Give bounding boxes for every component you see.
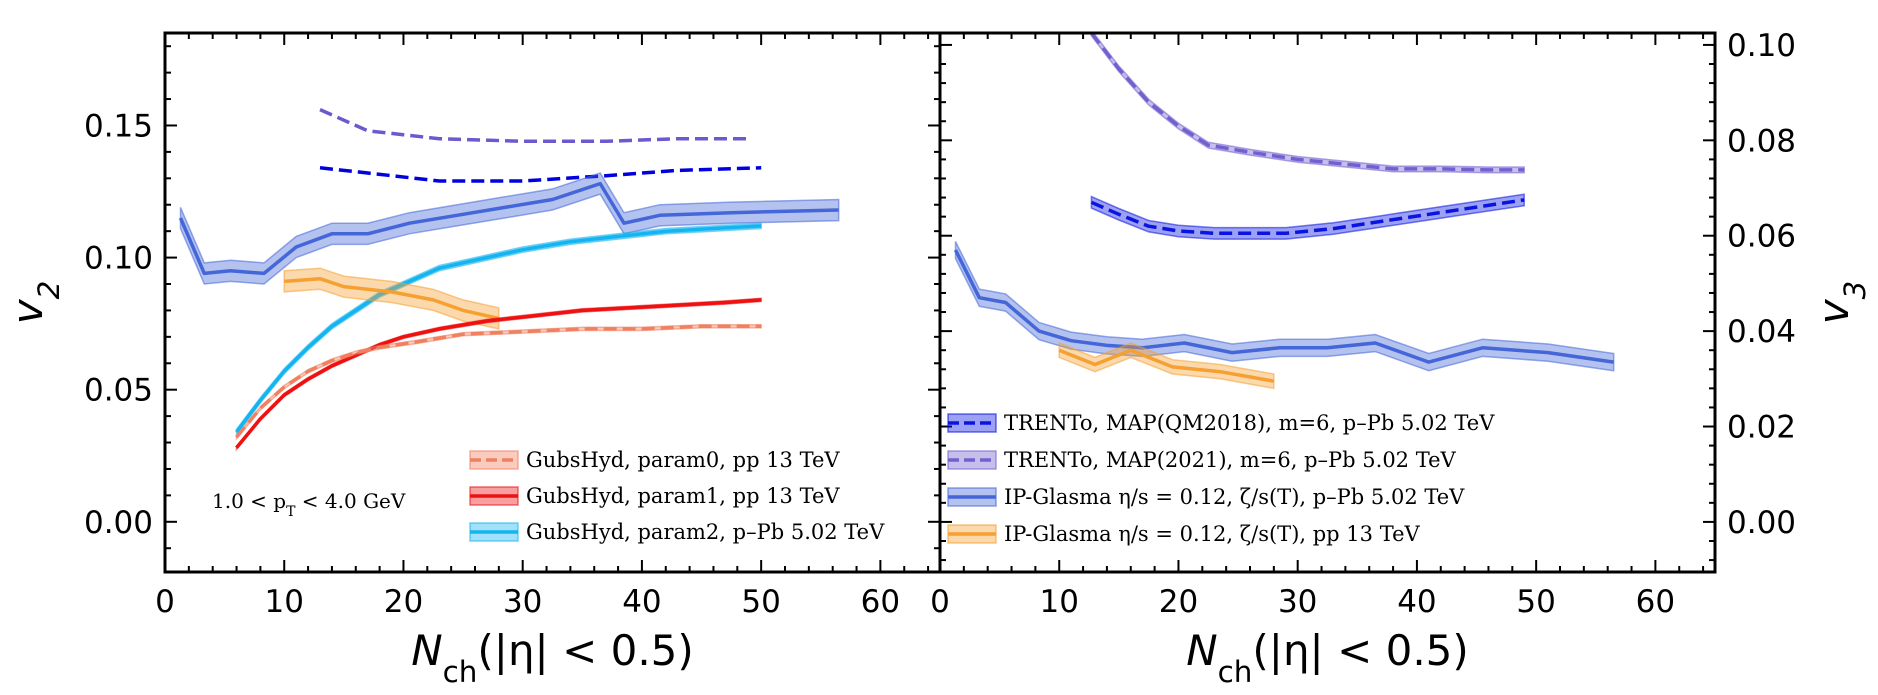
kinematic-annotation: 1.0 < pT < 4.0 GeV <box>212 489 406 520</box>
x-tick-label: 10 <box>265 584 304 620</box>
x-tick-label: 60 <box>861 584 900 620</box>
y-tick-label: 0.04 <box>1727 314 1796 350</box>
x-tick-label: 40 <box>1397 584 1436 620</box>
legend-item: IP-Glasma η/s = 0.12, ζ/s(T), pp 13 TeV <box>947 522 1420 546</box>
legend-item: TRENTo, MAP(2021), m=6, p–Pb 5.02 TeV <box>947 448 1457 472</box>
x-tick-label: 60 <box>1636 584 1675 620</box>
left-panel: 0 10 20 30 40 50 60 0.00 0.05 0.10 0.15 Nch(|η| < 0… <box>3 31 942 689</box>
x-tick-label: 10 <box>1040 584 1079 620</box>
series-line-1 <box>319 166 762 183</box>
legend-item: TRENTo, MAP(QM2018), m=6, p–Pb 5.02 TeV <box>947 411 1495 435</box>
series-line-3 <box>1058 348 1275 383</box>
x-tick-label: 0 <box>155 584 175 620</box>
x-tick-label: 30 <box>1278 584 1317 620</box>
y-tick-label: 0.10 <box>1727 28 1796 64</box>
x-tick-label: 50 <box>1516 584 1555 620</box>
legend-label: TRENTo, MAP(QM2018), m=6, p–Pb 5.02 TeV <box>1004 411 1495 435</box>
series-2 <box>953 241 1615 372</box>
series-line-5 <box>235 298 762 449</box>
right-panel: 0 10 20 30 40 50 60 0.00 0.02 0.04 0.06 0.08 0.10 Nch… <box>930 28 1872 689</box>
series-band-3 <box>235 222 762 437</box>
legend-item: GubsHyd, param2, p–Pb 5.02 TeV <box>469 520 885 544</box>
legend-item: GubsHyd, param0, pp 13 TeV <box>469 448 840 472</box>
series-line-0 <box>319 108 750 144</box>
legend: TRENTo, MAP(QM2018), m=6, p–Pb 5.02 TeV T… <box>947 411 1495 546</box>
y-ticks: 0.00 0.05 0.10 0.15 <box>84 45 940 550</box>
y-tick-label: 0.00 <box>1727 505 1796 541</box>
y-tick-label: 0.00 <box>84 505 153 541</box>
x-ticks: 0 10 20 30 40 50 60 <box>930 33 1705 620</box>
x-tick-label: 20 <box>1159 584 1198 620</box>
plot-area <box>178 108 840 452</box>
x-tick-label: 0 <box>930 584 950 620</box>
x-tick-label: 40 <box>622 584 661 620</box>
y-axis-title: v3 <box>1809 281 1872 325</box>
x-tick-label: 30 <box>503 584 542 620</box>
legend-label: TRENTo, MAP(2021), m=6, p–Pb 5.02 TeV <box>1004 448 1457 472</box>
legend-label: IP-Glasma η/s = 0.12, ζ/s(T), p–Pb 5.02 … <box>1004 485 1465 509</box>
legend-label: GubsHyd, param2, p–Pb 5.02 TeV <box>526 520 885 544</box>
y-tick-label: 0.06 <box>1727 219 1796 255</box>
axes-frame <box>938 31 1717 574</box>
x-axis-title: Nch(|η| < 0.5) <box>411 626 694 689</box>
legend: GubsHyd, param0, pp 13 TeV GubsHyd, param… <box>469 448 885 544</box>
y-axis-title: v2 <box>3 281 66 325</box>
legend-item: GubsHyd, param1, pp 13 TeV <box>469 484 840 508</box>
y-tick-label: 0.08 <box>1727 123 1796 159</box>
series-line-6 <box>235 324 762 439</box>
legend-item: IP-Glasma η/s = 0.12, ζ/s(T), p–Pb 5.02 … <box>947 485 1465 509</box>
series-line-0 <box>1090 33 1525 172</box>
y-tick-label: 0.15 <box>84 108 153 144</box>
x-tick-label: 50 <box>741 584 780 620</box>
series-band-0 <box>1090 33 1525 174</box>
series-line-1 <box>1090 198 1525 236</box>
series-4 <box>283 267 500 330</box>
y-tick-label: 0.02 <box>1727 410 1796 446</box>
x-ticks: 0 10 20 30 40 50 60 <box>155 33 930 620</box>
series-3 <box>235 222 762 437</box>
series-1 <box>1090 193 1525 240</box>
y-tick-label: 0.10 <box>84 241 153 277</box>
legend-label: GubsHyd, param1, pp 13 TeV <box>526 484 840 508</box>
series-0 <box>1090 33 1525 174</box>
series-line-3 <box>235 224 762 434</box>
series-3 <box>1058 341 1275 390</box>
legend-label: IP-Glasma η/s = 0.12, ζ/s(T), pp 13 TeV <box>1004 522 1420 546</box>
legend-label: GubsHyd, param0, pp 13 TeV <box>526 448 840 472</box>
series-5 <box>235 297 762 452</box>
y-tick-label: 0.05 <box>84 373 153 409</box>
series-1 <box>319 166 762 183</box>
series-6 <box>235 323 762 441</box>
series-2 <box>178 172 840 285</box>
series-0 <box>319 108 750 144</box>
plot-area <box>953 33 1615 390</box>
x-axis-title: Nch(|η| < 0.5) <box>1186 626 1469 689</box>
series-line-2 <box>178 181 839 276</box>
series-line-2 <box>953 249 1614 364</box>
series-band-2 <box>954 241 1615 372</box>
y-ticks: 0.00 0.02 0.04 0.06 0.08 0.10 <box>940 28 1796 562</box>
series-band-1 <box>1090 193 1525 240</box>
x-tick-label: 20 <box>384 584 423 620</box>
